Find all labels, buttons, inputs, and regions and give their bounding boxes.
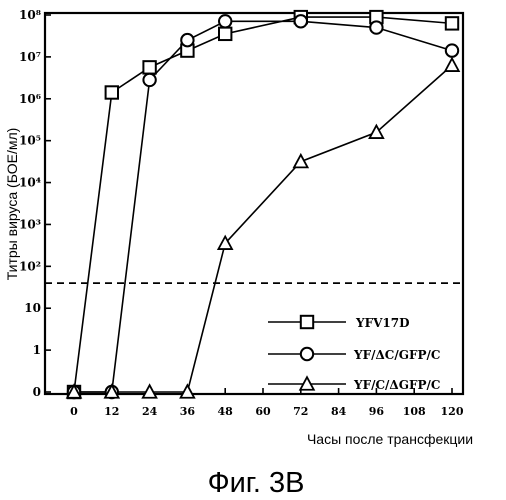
series-layer <box>67 11 459 398</box>
y-tick-label: 10⁵ <box>19 134 41 148</box>
figure-caption: Фиг. 3В <box>208 467 305 499</box>
data-point-square <box>446 17 458 29</box>
data-point-square <box>106 86 118 98</box>
y-tick-label: 0 <box>33 385 41 399</box>
legend-circle-marker <box>301 348 313 360</box>
legend-label: YFV17D <box>355 316 410 330</box>
x-tick-label: 84 <box>331 405 347 418</box>
series-line-circle <box>74 21 452 392</box>
x-tick-label: 60 <box>255 405 271 418</box>
plot-area <box>45 13 463 394</box>
y-tick-labels: 011010²10³10⁴10⁵10⁶10⁷10⁸10⁹ <box>19 0 41 399</box>
x-tick-label: 12 <box>104 405 119 418</box>
x-tick-label: 108 <box>403 405 426 418</box>
y-tick-label: 10² <box>19 259 41 273</box>
x-tick-label: 120 <box>441 405 464 418</box>
legend-label: YF/C/ΔGFP/C <box>353 378 440 392</box>
y-tick-label: 10⁸ <box>19 8 41 22</box>
x-tick-labels: 0 12 24 36 48 60 72 84 96 108 120 <box>70 405 464 418</box>
data-point-circle <box>219 15 231 27</box>
series-line-square <box>74 17 452 392</box>
legend: YFV17D YF/ΔC/GFP/C YF/C/ΔGFP/C <box>268 316 440 392</box>
y-tick-label: 10⁶ <box>19 92 41 106</box>
data-point-triangle <box>294 155 308 168</box>
x-axis-title: Часы после трансфекции <box>307 431 473 447</box>
y-tick-label: 1 <box>33 343 41 357</box>
y-tick-label: 10 <box>24 301 41 315</box>
y-axis-title: Титры вируса (БОЕ/мл) <box>4 128 20 281</box>
data-point-square <box>143 61 155 73</box>
x-tick-label: 24 <box>142 405 158 418</box>
x-tick-label: 36 <box>180 405 196 418</box>
series-line-triangle <box>74 65 452 392</box>
plot-frame-border <box>45 13 463 394</box>
data-point-square <box>219 28 231 40</box>
y-tick-label: 10⁴ <box>19 176 41 190</box>
x-tick-label: 48 <box>218 405 234 418</box>
data-point-circle <box>295 15 307 27</box>
y-tick-label: 10³ <box>19 217 41 231</box>
data-point-circle <box>143 74 155 86</box>
data-point-circle <box>181 34 193 46</box>
data-point-circle <box>446 44 458 56</box>
legend-label: YF/ΔC/GFP/C <box>353 348 440 362</box>
x-tick-label: 72 <box>293 405 308 418</box>
x-tick-label: 0 <box>70 405 78 418</box>
x-tick-label: 96 <box>369 405 385 418</box>
data-point-circle <box>370 21 382 33</box>
legend-square-marker <box>301 316 313 328</box>
data-point-triangle <box>445 58 459 71</box>
y-tick-label: 10⁷ <box>19 50 41 64</box>
axis-ticks <box>45 0 452 394</box>
